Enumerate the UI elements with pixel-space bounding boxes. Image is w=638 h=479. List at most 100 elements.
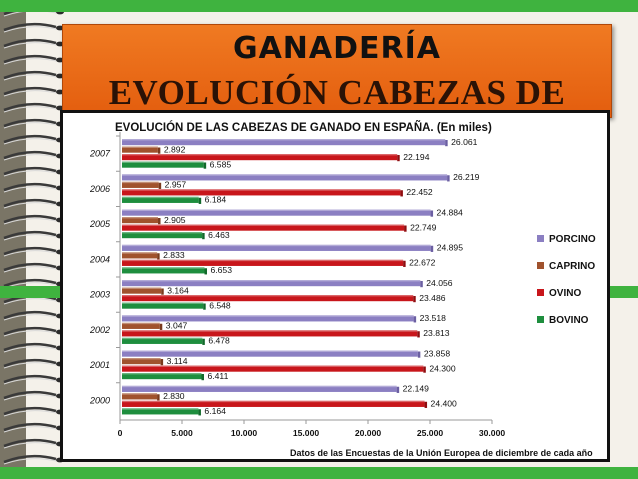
data-label-porcino: 24.884 bbox=[437, 207, 464, 217]
spiral-ring bbox=[3, 326, 57, 336]
bar-porcino bbox=[122, 174, 448, 181]
bar-depth-caprino bbox=[158, 218, 161, 225]
spiral-ring bbox=[3, 342, 57, 352]
y-tick-label: 2007 bbox=[89, 149, 111, 159]
slide-heading: GANADERÍA bbox=[232, 31, 442, 66]
bar-depth-ovino bbox=[403, 260, 406, 267]
bar-depth-ovino bbox=[423, 366, 426, 373]
y-tick-label: 2000 bbox=[89, 395, 110, 405]
spiral-ring bbox=[3, 374, 57, 384]
x-tick-label: 0 bbox=[118, 428, 123, 438]
bar-caprino bbox=[122, 393, 158, 400]
data-label-porcino: 24.056 bbox=[426, 278, 453, 288]
bar-depth-ovino bbox=[424, 401, 428, 408]
x-tick-label: 10.000 bbox=[231, 428, 258, 438]
spiral-ring-highlight bbox=[3, 442, 57, 449]
bar-depth-porcino bbox=[417, 351, 421, 358]
data-label-caprino: 3.164 bbox=[167, 285, 189, 295]
spiral-ring bbox=[3, 182, 57, 192]
data-label-porcino: 22.149 bbox=[403, 384, 430, 394]
bar-ovino bbox=[122, 295, 414, 302]
data-label-porcino: 23.858 bbox=[424, 348, 451, 358]
spiral-ring bbox=[3, 454, 57, 464]
data-label-bovino: 6.463 bbox=[208, 230, 230, 240]
bar-depth-porcino bbox=[430, 245, 434, 252]
spiral-ring-highlight bbox=[3, 362, 57, 369]
spiral-ring bbox=[3, 230, 57, 240]
bar-highlight bbox=[122, 174, 448, 176]
bar-bovino bbox=[122, 373, 202, 380]
bar-highlight bbox=[122, 244, 431, 247]
bar-depth-porcino bbox=[413, 316, 417, 323]
data-label-caprino: 2.905 bbox=[164, 215, 186, 225]
green-stripe-bottom bbox=[0, 467, 638, 479]
y-tick-label: 2006 bbox=[89, 184, 110, 194]
spiral-ring bbox=[3, 214, 57, 224]
bar-caprino bbox=[122, 146, 158, 153]
spiral-ring bbox=[3, 198, 57, 208]
spiral-ring bbox=[3, 22, 57, 32]
bar-caprino bbox=[122, 287, 162, 294]
slide-title-box: GANADERÍA EVOLUCIÓN CABEZAS DE GANADO bbox=[62, 24, 612, 152]
bar-porcino bbox=[122, 139, 446, 146]
y-tick-label: 2005 bbox=[89, 219, 111, 229]
bar-depth-porcino bbox=[420, 281, 423, 288]
spiral-ring bbox=[3, 86, 57, 96]
bar-bovino bbox=[122, 161, 204, 168]
bar-depth-bovino bbox=[203, 303, 206, 310]
bar-highlight bbox=[122, 146, 158, 148]
bar-highlight bbox=[122, 196, 199, 199]
x-tick-label: 20.000 bbox=[355, 428, 382, 438]
spiral-ring-highlight bbox=[3, 266, 57, 273]
bar-highlight bbox=[122, 322, 160, 325]
spiral-ring bbox=[3, 262, 57, 272]
bar-highlight bbox=[122, 302, 204, 304]
spiral-ring bbox=[3, 166, 57, 176]
spiral-ring-highlight bbox=[3, 122, 57, 129]
bar-highlight bbox=[122, 181, 159, 184]
bar-highlight bbox=[122, 373, 202, 375]
spiral-ring-highlight bbox=[3, 250, 57, 257]
bar-depth-caprino bbox=[161, 288, 164, 295]
spiral-ring bbox=[3, 134, 57, 144]
bar-highlight bbox=[122, 400, 425, 403]
bar-bovino bbox=[122, 337, 203, 344]
spiral-ring bbox=[3, 70, 57, 80]
bar-ovino bbox=[122, 330, 418, 337]
spiral-ring-highlight bbox=[3, 42, 57, 49]
data-label-bovino: 6.478 bbox=[208, 336, 230, 346]
bar-bovino bbox=[122, 267, 205, 274]
y-tick-label: 2001 bbox=[89, 360, 110, 370]
bar-caprino bbox=[122, 358, 161, 365]
spiral-ring-highlight bbox=[3, 426, 57, 433]
bar-highlight bbox=[122, 217, 159, 219]
spiral-ring-highlight bbox=[3, 74, 57, 81]
bar-caprino bbox=[122, 252, 158, 259]
data-label-ovino: 24.400 bbox=[431, 399, 458, 409]
legend-label-bovino: BOVINO bbox=[549, 315, 589, 326]
bar-ovino bbox=[122, 224, 405, 231]
bar-depth-ovino bbox=[417, 331, 420, 338]
data-label-porcino: 26.061 bbox=[451, 137, 478, 147]
bar-depth-bovino bbox=[204, 268, 207, 275]
bar-porcino bbox=[122, 350, 418, 357]
data-label-caprino: 2.892 bbox=[164, 144, 186, 154]
data-label-porcino: 23.518 bbox=[420, 313, 447, 323]
bar-highlight bbox=[122, 365, 424, 367]
data-label-ovino: 22.672 bbox=[409, 258, 436, 268]
legend-swatch-caprino bbox=[537, 262, 544, 269]
spiral-ring-highlight bbox=[3, 346, 57, 353]
bar-depth-caprino bbox=[157, 394, 160, 401]
bar-depth-caprino bbox=[160, 359, 164, 366]
bar-depth-caprino bbox=[159, 323, 163, 330]
spiral-ring bbox=[3, 390, 57, 400]
bar-caprino bbox=[122, 181, 159, 188]
bar-depth-ovino bbox=[397, 155, 400, 162]
bar-highlight bbox=[122, 189, 401, 191]
bar-depth-caprino bbox=[157, 147, 161, 154]
spiral-ring-highlight bbox=[3, 138, 57, 145]
bar-depth-bovino bbox=[203, 162, 207, 169]
data-label-ovino: 22.749 bbox=[410, 222, 437, 232]
spiral-ring bbox=[3, 438, 57, 448]
x-tick-label: 30.000 bbox=[479, 428, 506, 438]
